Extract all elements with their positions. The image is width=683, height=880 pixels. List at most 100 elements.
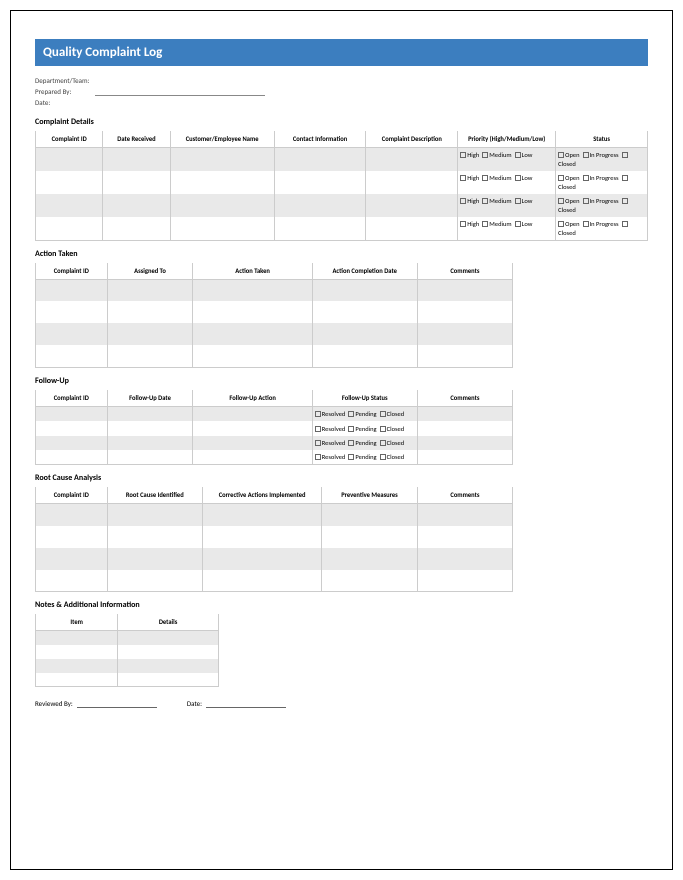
table-row <box>36 526 513 548</box>
priority-cell: HighMediumLow <box>458 194 556 217</box>
priority-checkbox[interactable] <box>482 175 488 181</box>
status-checkbox[interactable] <box>558 198 564 204</box>
table-row: ResolvedPendingClosed <box>36 406 513 421</box>
fu-status-option-label: Closed <box>387 410 405 418</box>
table-row: HighMediumLow OpenIn ProgressClosed <box>36 217 648 240</box>
status-option-label: Open <box>565 197 579 205</box>
priority-option-label: High <box>467 197 479 205</box>
th-customer-name: Customer/Employee Name <box>170 131 274 148</box>
status-checkbox[interactable] <box>558 152 564 158</box>
th-fu-date: Follow-Up Date <box>107 390 193 407</box>
table-row <box>36 548 513 570</box>
fu-status-checkbox[interactable] <box>348 454 354 460</box>
date-label: Date: <box>35 98 95 107</box>
priority-checkbox[interactable] <box>482 198 488 204</box>
complaint-details-table: Complaint ID Date Received Customer/Empl… <box>35 131 648 241</box>
th-fu-comments: Comments <box>417 390 512 407</box>
th-rc-preventive: Preventive Measures <box>322 487 417 504</box>
priority-option-label: Low <box>522 151 533 159</box>
priority-checkbox[interactable] <box>482 221 488 227</box>
table-row: HighMediumLow OpenIn ProgressClosed <box>36 148 648 171</box>
action-taken-table: Complaint ID Assigned To Action Taken Ac… <box>35 263 513 368</box>
prepared-by-line[interactable] <box>95 88 265 96</box>
status-cell: OpenIn ProgressClosed <box>556 217 648 240</box>
table-row <box>36 673 219 687</box>
fu-status-option-label: Resolved <box>322 439 346 447</box>
priority-checkbox[interactable] <box>460 175 466 181</box>
fu-status-checkbox[interactable] <box>380 440 386 446</box>
priority-option-label: Low <box>522 197 533 205</box>
fu-status-checkbox[interactable] <box>348 411 354 417</box>
priority-checkbox[interactable] <box>515 175 521 181</box>
th-notes-details: Details <box>118 614 219 631</box>
status-option-label: Open <box>565 220 579 228</box>
th-priority: Priority (High/Medium/Low) <box>458 131 556 148</box>
table-row <box>36 279 513 301</box>
priority-option-label: High <box>467 174 479 182</box>
priority-checkbox[interactable] <box>515 152 521 158</box>
priority-cell: High Medium Low <box>458 171 556 194</box>
fu-status-checkbox[interactable] <box>315 411 321 417</box>
th-fu-action: Follow-Up Action <box>193 390 312 407</box>
priority-checkbox[interactable] <box>460 198 466 204</box>
status-checkbox[interactable] <box>583 175 589 181</box>
status-checkbox[interactable] <box>622 221 628 227</box>
fu-status-cell: ResolvedPendingClosed <box>312 421 417 435</box>
priority-checkbox[interactable] <box>515 198 521 204</box>
page-frame: Quality Complaint Log Department/Team: P… <box>10 10 673 870</box>
table-row <box>36 504 513 526</box>
th-rc-identified: Root Cause Identified <box>107 487 202 504</box>
status-cell: OpenIn ProgressClosed <box>556 148 648 171</box>
priority-option-label: Low <box>522 174 533 182</box>
status-checkbox[interactable] <box>558 221 564 227</box>
page-title: Quality Complaint Log <box>35 39 648 66</box>
table-row: ResolvedPendingClosed <box>36 436 513 450</box>
section-title-follow-up: Follow-Up <box>35 376 648 386</box>
fu-status-cell: ResolvedPendingClosed <box>312 406 417 421</box>
fu-status-checkbox[interactable] <box>315 454 321 460</box>
th-date-received: Date Received <box>103 131 170 148</box>
status-option-label: Closed <box>558 160 576 168</box>
reviewed-by-line[interactable] <box>77 700 157 708</box>
status-checkbox[interactable] <box>583 152 589 158</box>
section-title-action-taken: Action Taken <box>35 249 648 259</box>
fu-status-checkbox[interactable] <box>380 454 386 460</box>
priority-cell: HighMediumLow <box>458 148 556 171</box>
status-checkbox[interactable] <box>622 198 628 204</box>
table-row: HighMediumLow OpenIn ProgressClosed <box>36 194 648 217</box>
fu-status-option-label: Resolved <box>322 453 346 461</box>
table-row <box>36 570 513 592</box>
priority-option-label: Medium <box>489 174 511 182</box>
status-checkbox[interactable] <box>622 152 628 158</box>
fu-status-checkbox[interactable] <box>380 411 386 417</box>
fu-status-checkbox[interactable] <box>380 426 386 432</box>
th-status: Status <box>556 131 648 148</box>
priority-checkbox[interactable] <box>515 221 521 227</box>
table-row: ResolvedPendingClosed <box>36 421 513 435</box>
status-checkbox[interactable] <box>583 198 589 204</box>
footer-date-line[interactable] <box>206 700 286 708</box>
follow-up-table: Complaint ID Follow-Up Date Follow-Up Ac… <box>35 390 513 466</box>
meta-block: Department/Team: Prepared By: Date: <box>35 76 648 107</box>
th-contact-info: Contact Information <box>274 131 366 148</box>
th-complaint-desc: Complaint Description <box>366 131 458 148</box>
status-checkbox[interactable] <box>583 221 589 227</box>
priority-option-label: High <box>467 220 479 228</box>
status-checkbox[interactable] <box>558 175 564 181</box>
status-cell: OpenIn ProgressClosed <box>556 194 648 217</box>
th-assigned-to: Assigned To <box>107 263 193 280</box>
status-checkbox[interactable] <box>622 175 628 181</box>
fu-status-checkbox[interactable] <box>348 440 354 446</box>
fu-status-checkbox[interactable] <box>348 426 354 432</box>
fu-status-option-label: Pending <box>355 425 376 433</box>
section-title-root-cause: Root Cause Analysis <box>35 473 648 483</box>
priority-option-label: High <box>467 151 479 159</box>
priority-checkbox[interactable] <box>460 221 466 227</box>
priority-checkbox[interactable] <box>482 152 488 158</box>
table-row <box>36 345 513 367</box>
fu-status-checkbox[interactable] <box>315 426 321 432</box>
fu-status-checkbox[interactable] <box>315 440 321 446</box>
th-rc-complaint-id: Complaint ID <box>36 487 108 504</box>
priority-checkbox[interactable] <box>460 152 466 158</box>
fu-status-option-label: Pending <box>355 453 376 461</box>
